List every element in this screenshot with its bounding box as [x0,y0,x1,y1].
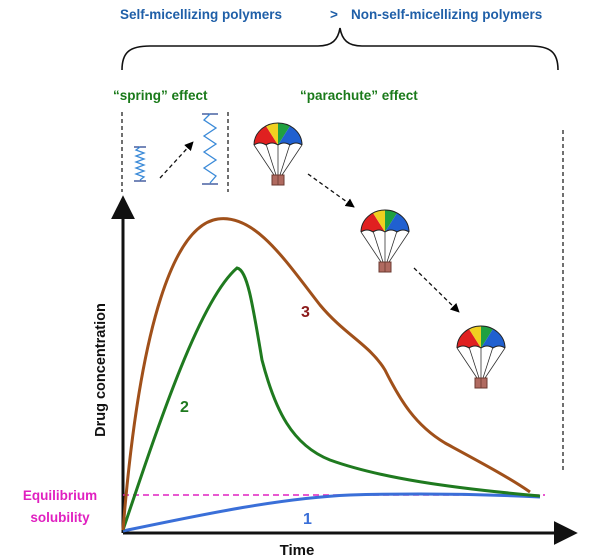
curly-brace [121,27,559,71]
parachute-icon [253,122,303,186]
curve-1-label: 1 [303,511,312,528]
parachute-arrow-1 [307,173,355,208]
curve-3 [121,217,531,531]
parachute-arrow-2 [413,267,460,313]
y-axis-label: Drug concentration [93,303,109,437]
x-axis-label: Time [280,542,315,559]
header-right-text: Non-self-micellizing polymers [351,7,542,22]
spring-arrow [159,141,194,179]
curve-2-label: 2 [180,399,189,416]
parachute-icon [360,209,410,273]
curve-1 [122,492,541,533]
parachute-effect-label: “parachute” effect [300,88,418,103]
parachute-icon [456,325,506,389]
curve-2 [121,266,541,531]
equilibrium-label-line2: solubility [30,510,90,525]
header-left-text: Self-micellizing polymers [120,7,282,22]
equilibrium-label-line1: Equilibrium [23,488,97,503]
spring-effect-label: “spring” effect [113,88,208,103]
spring-compressed-icon [134,146,146,182]
curve-3-label: 3 [301,304,310,321]
header-operator: > [330,7,338,22]
spring-extended-icon [202,113,218,185]
